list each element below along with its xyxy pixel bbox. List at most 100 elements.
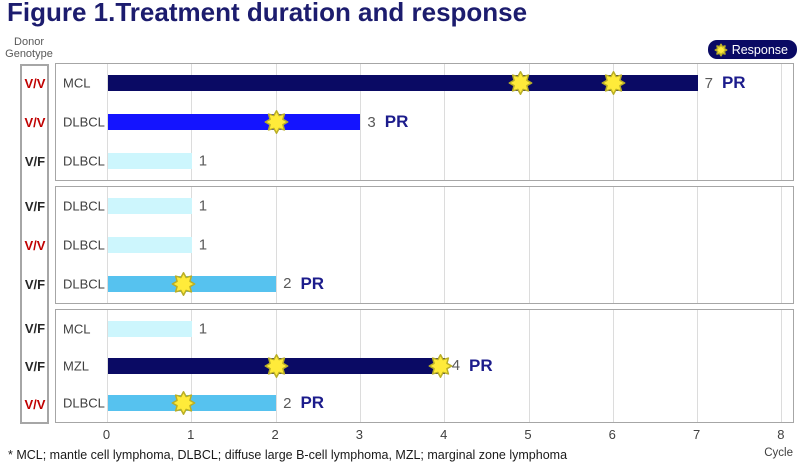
- diagnosis-label: MZL: [63, 358, 89, 374]
- gridline: [612, 187, 614, 303]
- diagnosis-label: DLBCL: [63, 237, 105, 253]
- chart-row: DLBCL 1: [56, 141, 793, 180]
- x-tick-label: 6: [608, 427, 616, 442]
- response-star-glyph: [264, 110, 289, 134]
- response-label: PR: [384, 112, 409, 131]
- x-tick-label: 3: [355, 427, 363, 442]
- bar-end-label: 3 PR: [367, 112, 408, 132]
- diagnosis-label: MCL: [63, 321, 91, 337]
- genotype-label: V/V: [24, 238, 46, 253]
- genotype-label: V/F: [24, 359, 46, 374]
- donor-label-line1: Donor: [14, 36, 44, 48]
- response-star-glyph: [171, 271, 196, 296]
- chart-panel: MCL 1 MZL 4 PR DLBCL 2 PR: [55, 309, 794, 423]
- response-star-glyph: [428, 354, 453, 378]
- chart-row: DLBCL 1: [56, 226, 793, 265]
- x-tick-label: 0: [102, 427, 111, 442]
- chart-row: DLBCL 1: [56, 187, 793, 226]
- x-axis-title: Cycle: [764, 447, 793, 459]
- gridline: [359, 64, 361, 180]
- bar-end-label: 1: [199, 237, 207, 254]
- chart-row: MCL 1: [56, 310, 793, 347]
- response-label: PR: [300, 273, 325, 293]
- duration-bar: [107, 75, 698, 92]
- duration-bar: [107, 237, 192, 253]
- gridline: [612, 310, 614, 422]
- response-label: PR: [721, 73, 746, 93]
- duration-bar: [107, 152, 192, 169]
- chart-row: DLBCL 2 PR: [56, 264, 793, 303]
- footnote: * MCL; mantle cell lymphoma, DLBCL; diff…: [8, 448, 568, 462]
- cycle-count-label: 1: [198, 236, 208, 254]
- gridline: [444, 187, 446, 303]
- response-star-icon: [264, 110, 289, 135]
- diagnosis-label: DLBCL: [63, 153, 105, 169]
- gridline: [781, 187, 783, 303]
- genotype-label: V/F: [24, 277, 46, 293]
- gridline: [191, 187, 193, 303]
- gridline: [359, 187, 361, 303]
- x-tick-label: 8: [777, 427, 785, 442]
- gridline: [697, 310, 699, 422]
- genotype-label: V/V: [24, 115, 46, 130]
- chart-row: DLBCL 3 PR: [56, 103, 793, 142]
- diagnosis-label: DLBCL: [63, 198, 105, 214]
- gridline: [697, 187, 699, 303]
- chart-row: MCL 7 PR: [56, 64, 793, 103]
- response-star-icon: [171, 271, 196, 296]
- x-tick-label: 7: [692, 427, 701, 442]
- duration-bar: [107, 114, 361, 130]
- figure-title: Figure 1.Treatment duration and response: [7, 0, 528, 27]
- gridline: [697, 64, 699, 180]
- x-tick-label: 1: [187, 427, 195, 442]
- response-star-glyph: [508, 71, 533, 96]
- bar-end-label: 2 PR: [283, 274, 324, 294]
- bar-end-label: 7 PR: [705, 73, 746, 93]
- duration-bar: [107, 320, 192, 337]
- response-label: PR: [300, 393, 325, 413]
- cycle-count-label: 1: [198, 320, 208, 338]
- diagnosis-label: MCL: [63, 75, 91, 91]
- duration-bar: [107, 198, 192, 215]
- legend-label: Response: [731, 42, 788, 57]
- genotype-label: V/F: [24, 198, 46, 214]
- cycle-count-label: 1: [198, 197, 208, 215]
- bar-end-label: 1: [199, 198, 207, 215]
- cycle-count-label: 7: [704, 74, 713, 92]
- gridline: [444, 64, 446, 180]
- cycle-count-label: 1: [198, 152, 208, 170]
- diagnosis-label: DLBCL: [63, 114, 105, 130]
- x-tick-label: 5: [524, 427, 532, 442]
- gridline: [612, 64, 614, 180]
- response-star-glyph: [714, 43, 728, 56]
- gridline: [528, 64, 530, 180]
- genotype-column: [20, 64, 49, 424]
- cycle-count-label: 4: [451, 357, 461, 375]
- bar-end-label: 2 PR: [283, 393, 324, 413]
- gridline: [275, 187, 277, 303]
- x-tick-label: 4: [440, 427, 448, 442]
- response-star-icon: [171, 391, 196, 416]
- response-star-icon: [428, 353, 453, 378]
- genotype-label: V/F: [24, 321, 46, 336]
- cycle-count-label: 2: [283, 394, 292, 412]
- donor-label-line2: Genotype: [5, 48, 53, 60]
- diagnosis-label: DLBCL: [63, 395, 105, 411]
- chart-row: MZL 4 PR: [56, 347, 793, 384]
- cycle-count-label: 2: [283, 275, 292, 293]
- genotype-label: V/V: [24, 75, 46, 91]
- bar-end-label: 1: [199, 320, 207, 337]
- genotype-label: V/F: [24, 154, 46, 170]
- response-star-glyph: [171, 391, 196, 416]
- response-star-glyph: [264, 354, 289, 378]
- chart-panel: MCL 7 PR DLBCL 3 PR DLBCL 1: [55, 63, 794, 181]
- x-tick-label: 2: [271, 427, 279, 442]
- gridline: [528, 187, 530, 303]
- legend-response: Response: [707, 40, 797, 59]
- response-star-glyph: [601, 71, 626, 96]
- gridline: [781, 64, 783, 180]
- response-star-icon: [264, 353, 289, 378]
- gridline: [781, 310, 783, 422]
- bar-end-label: 1: [199, 152, 207, 169]
